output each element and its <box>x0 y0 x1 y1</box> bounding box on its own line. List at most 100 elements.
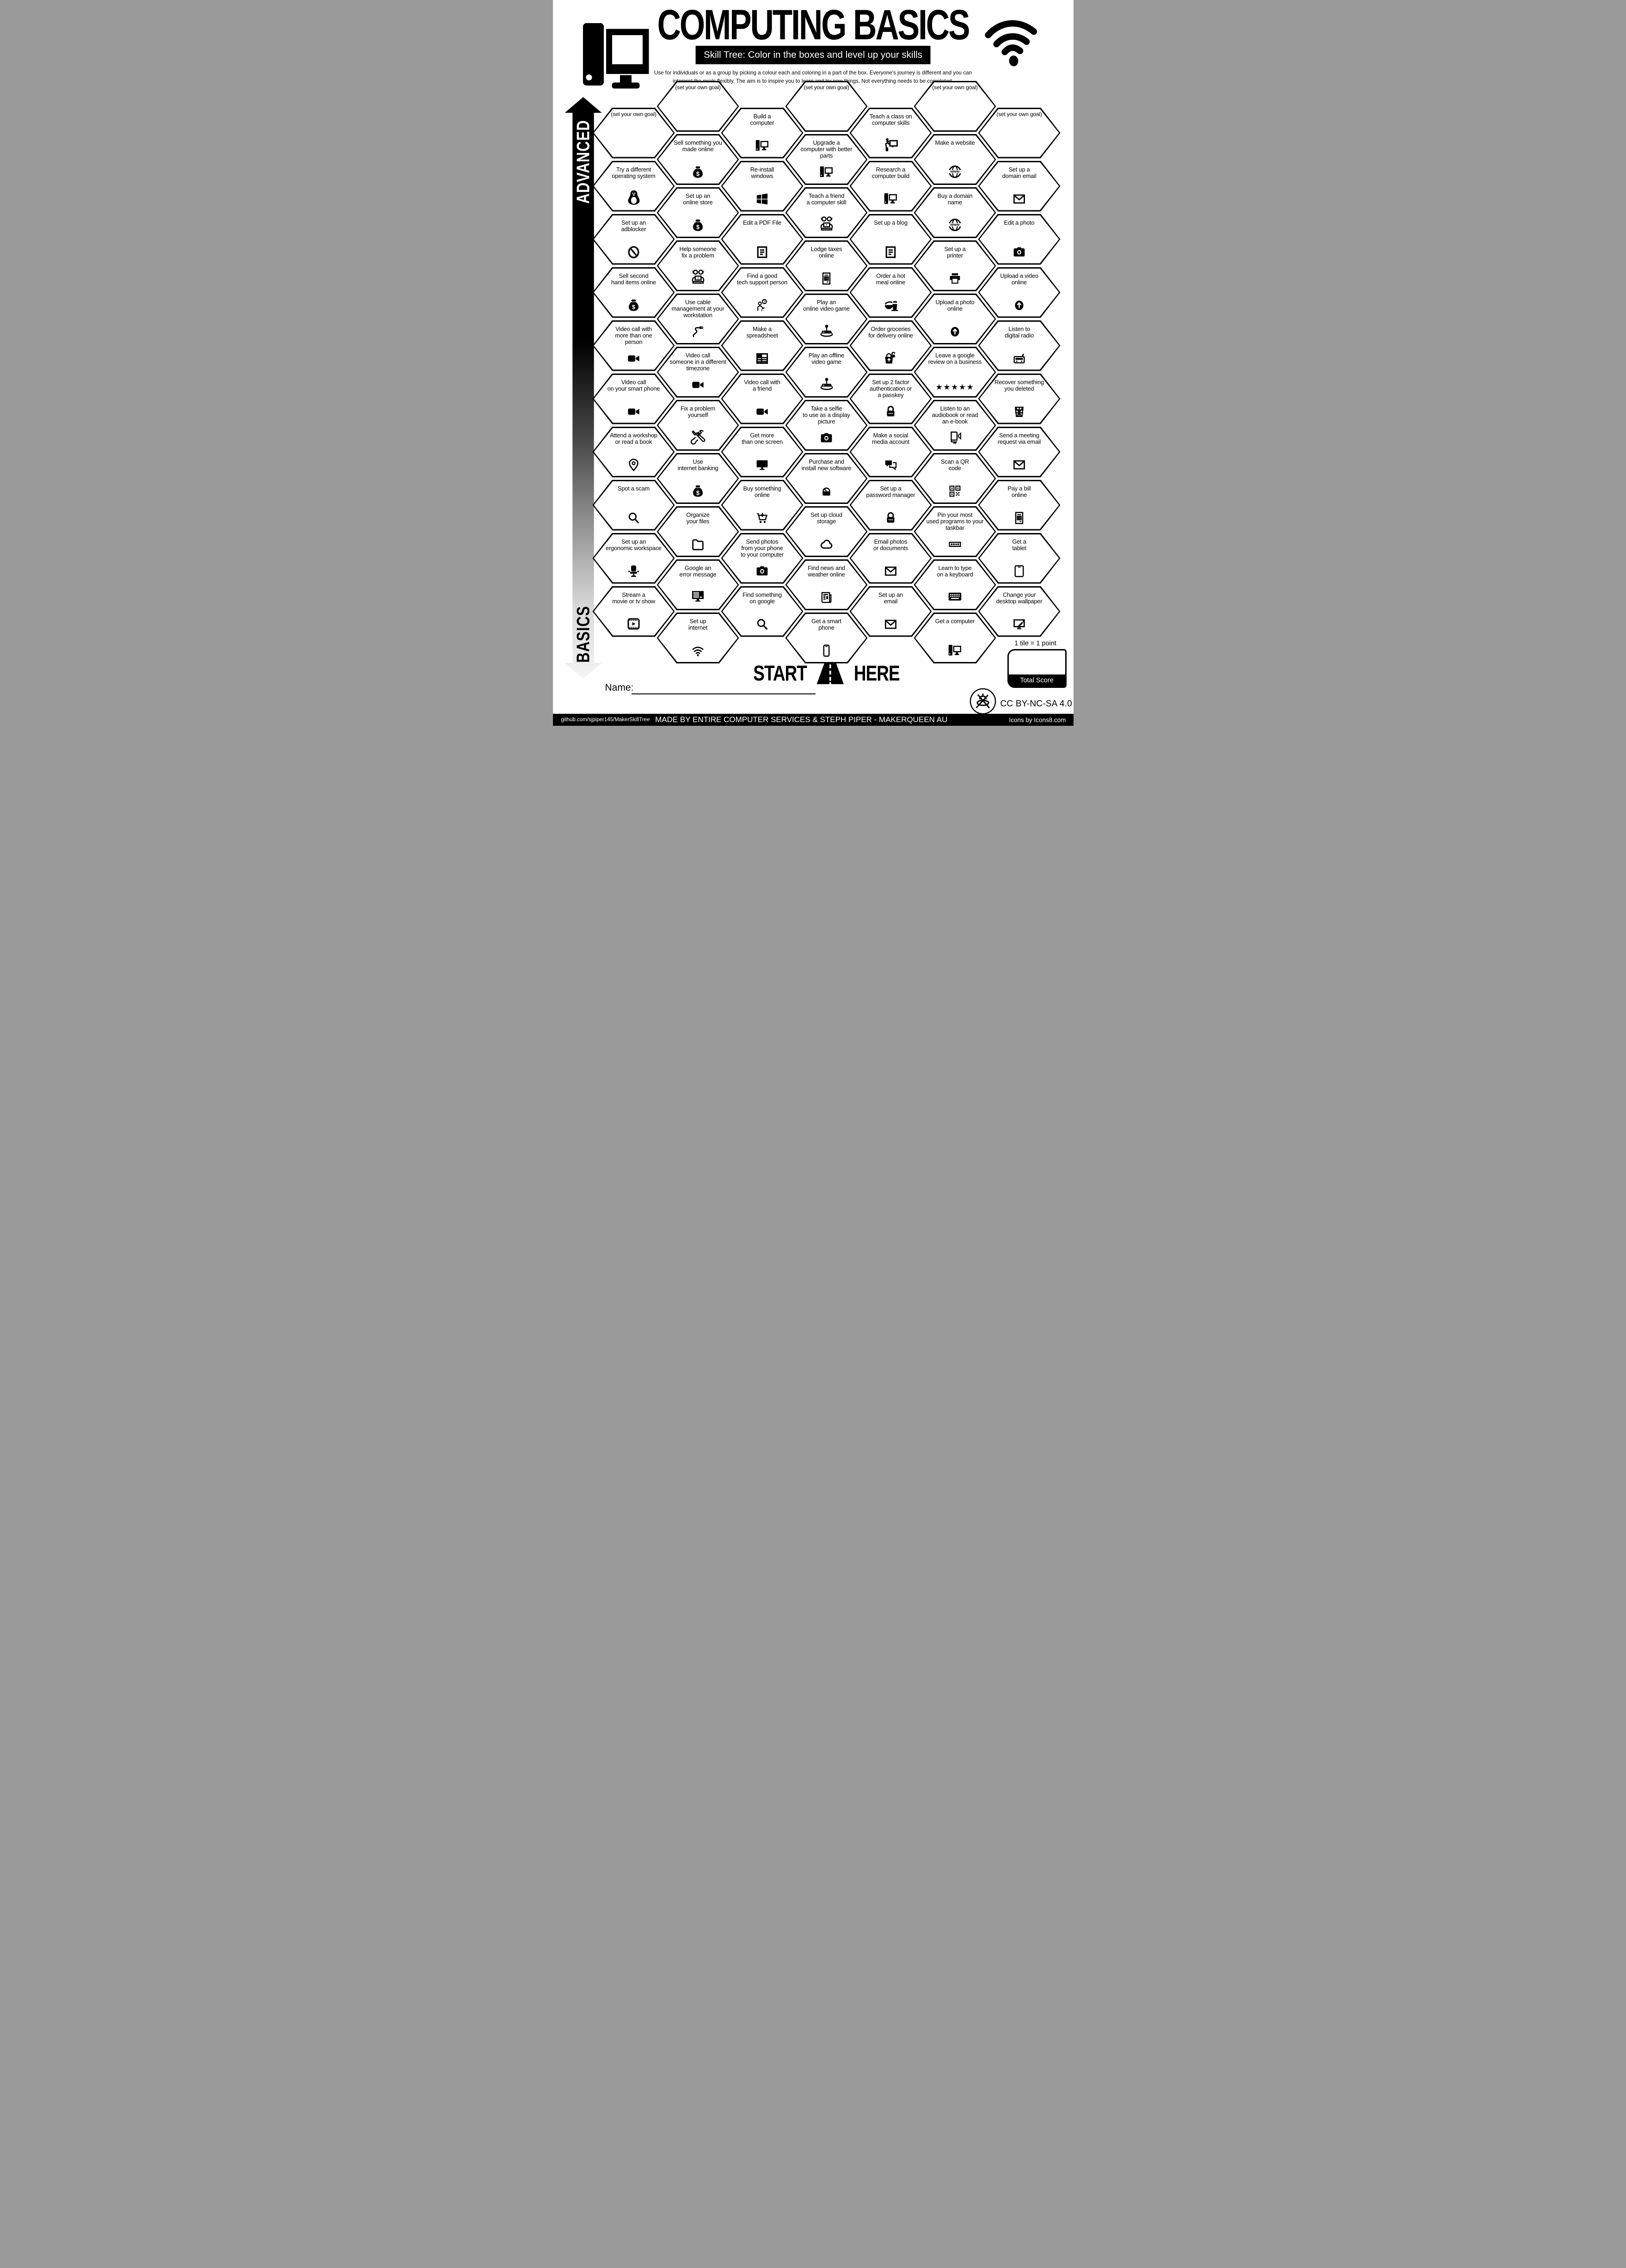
hex-tile-face: Email photos or documents <box>851 534 931 582</box>
hex-tile: Google an error message <box>657 559 739 610</box>
hex-tile-goal: (set your own goal) <box>978 107 1061 159</box>
hex-tile: Build a computer <box>721 107 804 159</box>
hex-tile-label: Set up a blog <box>874 219 908 226</box>
speech-bubbles-icon <box>851 453 931 472</box>
tax-form-icon <box>980 506 1059 525</box>
newspaper-icon <box>787 585 866 605</box>
instructions-text: Use for individuals or as a group by pic… <box>654 70 972 84</box>
trash-can-icon <box>980 399 1059 419</box>
hex-tile: Order a hot meal online <box>849 267 932 318</box>
hex-tile-label: Video call someone in a different timezo… <box>669 352 726 372</box>
hex-tile-face: Edit a photo <box>979 215 1059 264</box>
hex-tile-label: Help someone fix a problem <box>679 245 717 259</box>
hex-tile-label: (set your own goal) <box>804 84 849 91</box>
hex-tile: Video call with more than one person <box>592 320 675 371</box>
hex-tile-face: Build a computer <box>722 109 802 157</box>
cable-icon <box>658 319 738 339</box>
hex-tile-face: Play an offline video game <box>786 348 866 396</box>
money-bag-icon: $ <box>658 213 738 233</box>
hex-tile-label: Get a smart phone <box>811 618 841 631</box>
svg-text:www: www <box>950 222 960 227</box>
hex-tile-face: Set up an ergonomic workspace <box>594 534 674 582</box>
hex-tile: Video call someone in a different timezo… <box>657 347 739 398</box>
teacher-board-icon <box>851 134 931 153</box>
footer-icons-credit: Icons by Icons8.com <box>1009 716 1066 723</box>
hex-tile-face: Set up internet <box>658 614 738 662</box>
hex-tile-label: (set your own goal) <box>932 84 978 91</box>
hex-tile-label: Video call on your smart phone <box>607 378 660 392</box>
hex-tile: Use internet banking $ <box>657 453 739 504</box>
hex-tile-face: Set up an adblocker <box>594 215 674 264</box>
windows-logo-icon <box>723 187 802 206</box>
hex-tile-label: Play an offline video game <box>808 352 845 366</box>
hex-tile: Edit a photo <box>978 214 1061 265</box>
subtitle-banner: Skill Tree: Color in the boxes and level… <box>695 46 931 64</box>
location-pin-icon <box>594 453 674 472</box>
hex-tile: Sell something you made online $ <box>657 134 739 185</box>
hex-tile-face: Make a social media account <box>851 428 931 476</box>
hex-tile-face: Scan a QR code <box>915 454 995 503</box>
hot-meal-icon <box>851 293 931 313</box>
hex-tile-goal: (set your own goal) <box>914 81 996 132</box>
hex-tile: Organize your files <box>657 506 739 557</box>
hex-tile-label: (set your own goal) <box>996 110 1042 117</box>
magnifier-icon <box>723 612 802 631</box>
hex-tile-label: Scan a QR code <box>941 458 969 472</box>
hex-tile-label: Spot a scam <box>618 484 650 492</box>
total-score-label: Total Score <box>1008 674 1065 687</box>
hex-tile-label: Upload a photo online <box>935 299 975 313</box>
film-frame-icon <box>594 612 674 631</box>
hex-tile-label: Make a website <box>935 139 975 146</box>
score-note: 1 tile = 1 point <box>1014 640 1056 647</box>
hex-tile: Fix a problem yourself <box>657 400 739 451</box>
hex-tile-label: Attend a workshop or read a book <box>610 431 657 445</box>
hex-tile-label: Listen to an audiobook or read an e-book <box>932 405 978 425</box>
printer-icon <box>915 266 995 286</box>
hex-tile-face: Set up an email <box>851 587 931 636</box>
hex-tile-label: (set your own goal) <box>675 84 721 91</box>
hex-tile-face: Spot a scam <box>594 481 674 529</box>
hex-tile: Research a computer build <box>849 160 932 212</box>
page-title: COMPUTING BASICS <box>657 1 970 49</box>
hex-tile: Play an offline video game <box>785 347 868 398</box>
hex-tile: Spot a scam <box>592 479 675 531</box>
monitor-icon <box>723 453 802 472</box>
hex-tile: Stream a movie or tv show <box>592 586 675 637</box>
hex-tile: Set up 2 factor authentication or a pass… <box>849 373 932 424</box>
five-stars-icon: ★★★★★ <box>935 383 975 392</box>
hex-tile-face: Set up a blog <box>851 215 931 264</box>
hex-tile-label: Listen to digital radio <box>1005 325 1034 339</box>
hex-tile-face: Find a good tech support person? <box>722 268 802 317</box>
hex-tile-face: Video call with a friend <box>722 374 802 423</box>
hex-tile-label: Lodge taxes online <box>810 245 842 259</box>
hex-tile-label: Find something on google <box>742 591 782 605</box>
hex-tile-label: (set your own goal) <box>611 110 657 117</box>
hex-tile-face: Use internet banking $ <box>658 454 738 503</box>
video-camera-icon <box>723 399 802 419</box>
hex-tile-face: Order a hot meal online <box>851 268 931 317</box>
envelope-icon <box>851 559 931 578</box>
hex-tile-label: Purchase and install new software <box>801 458 852 472</box>
monitor-error-icon <box>658 585 738 605</box>
hex-tile-face: Help someone fix a problem <box>658 242 738 290</box>
document-lines-icon <box>851 240 931 259</box>
hex-tile-label: Get a computer <box>935 618 975 625</box>
joystick-icon <box>787 373 866 392</box>
hex-tile-label: Get more than one screen <box>742 431 783 445</box>
hex-tile-face: Set up an online store $ <box>658 189 738 237</box>
crossed-tools-icon <box>658 426 738 445</box>
hex-tile: Edit a PDF File <box>721 214 804 265</box>
hex-tile: Attend a workshop or read a book <box>592 426 675 478</box>
envelope-icon <box>980 187 1059 206</box>
hex-tile-label: Email photos or documents <box>873 538 908 552</box>
hex-tile-label: Teach a class on computer skills <box>869 112 912 126</box>
hex-tile: Set up an online store $ <box>657 187 739 238</box>
camera-icon <box>980 240 1059 259</box>
hex-tile-label: Make a social media account <box>872 431 909 445</box>
hex-tile-label: Play an online video game <box>803 299 850 313</box>
linux-penguin-icon <box>594 187 674 206</box>
hex-tile-label: Teach a friend a computer skill <box>806 192 847 206</box>
hex-tile-label: Video call with more than one person <box>615 325 652 345</box>
hex-tile: Email photos or documents <box>849 533 932 584</box>
hex-tile-face: (set your own goal) <box>658 82 738 130</box>
